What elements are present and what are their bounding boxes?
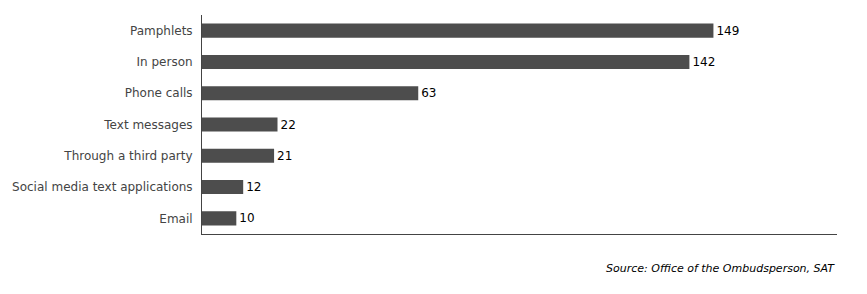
svg-text:Social media text applications: Social media text applications: [12, 180, 193, 194]
svg-text:142: 142: [692, 55, 715, 69]
svg-text:Email: Email: [159, 212, 192, 226]
svg-text:Source: Office of the Ombudspe: Source: Office of the Ombudsperson, SAT: [606, 262, 835, 275]
svg-text:Text messages: Text messages: [103, 118, 192, 132]
svg-text:Phone calls: Phone calls: [125, 86, 193, 100]
svg-text:149: 149: [716, 24, 739, 38]
svg-text:Pamphlets: Pamphlets: [130, 24, 193, 38]
svg-text:12: 12: [246, 180, 261, 194]
svg-text:10: 10: [239, 211, 254, 225]
svg-text:21: 21: [277, 149, 292, 163]
svg-text:In person: In person: [137, 55, 193, 69]
svg-text:Through a third party: Through a third party: [63, 149, 192, 163]
svg-text:63: 63: [421, 86, 436, 100]
svg-text:22: 22: [281, 118, 296, 132]
